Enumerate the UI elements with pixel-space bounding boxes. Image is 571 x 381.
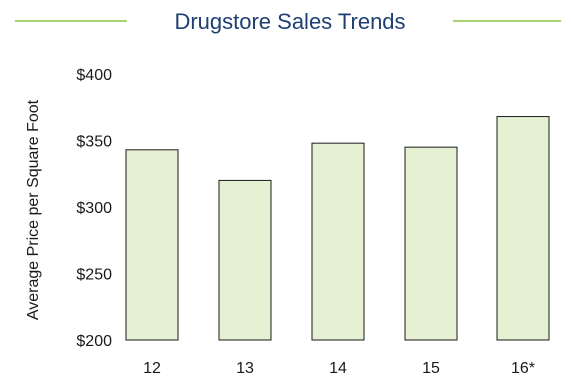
y-tick-label: $200 <box>76 333 112 350</box>
x-tick-label: 15 <box>422 360 440 377</box>
x-tick-label: 12 <box>143 360 161 377</box>
x-tick-label: 14 <box>329 360 347 377</box>
y-tick-label: $400 <box>76 67 112 84</box>
bar-12 <box>125 149 179 341</box>
x-axis-ticks: 12 13 14 15 16* <box>143 360 535 377</box>
bar-13 <box>218 179 272 341</box>
x-tick-label: 16* <box>511 360 535 377</box>
x-tick-label: 13 <box>236 360 254 377</box>
y-tick-label: $300 <box>76 200 112 217</box>
bar-14 <box>311 142 365 341</box>
y-tick-label: $350 <box>76 134 112 151</box>
bar-15 <box>404 146 458 341</box>
bars-group <box>125 116 550 341</box>
chart-title: Drugstore Sales Trends <box>174 9 405 34</box>
y-axis-ticks: $200 $250 $300 $350 $400 <box>76 67 112 350</box>
y-tick-label: $250 <box>76 267 112 284</box>
bar-16star <box>496 116 550 341</box>
y-axis-label: Average Price per Square Foot <box>25 99 42 320</box>
